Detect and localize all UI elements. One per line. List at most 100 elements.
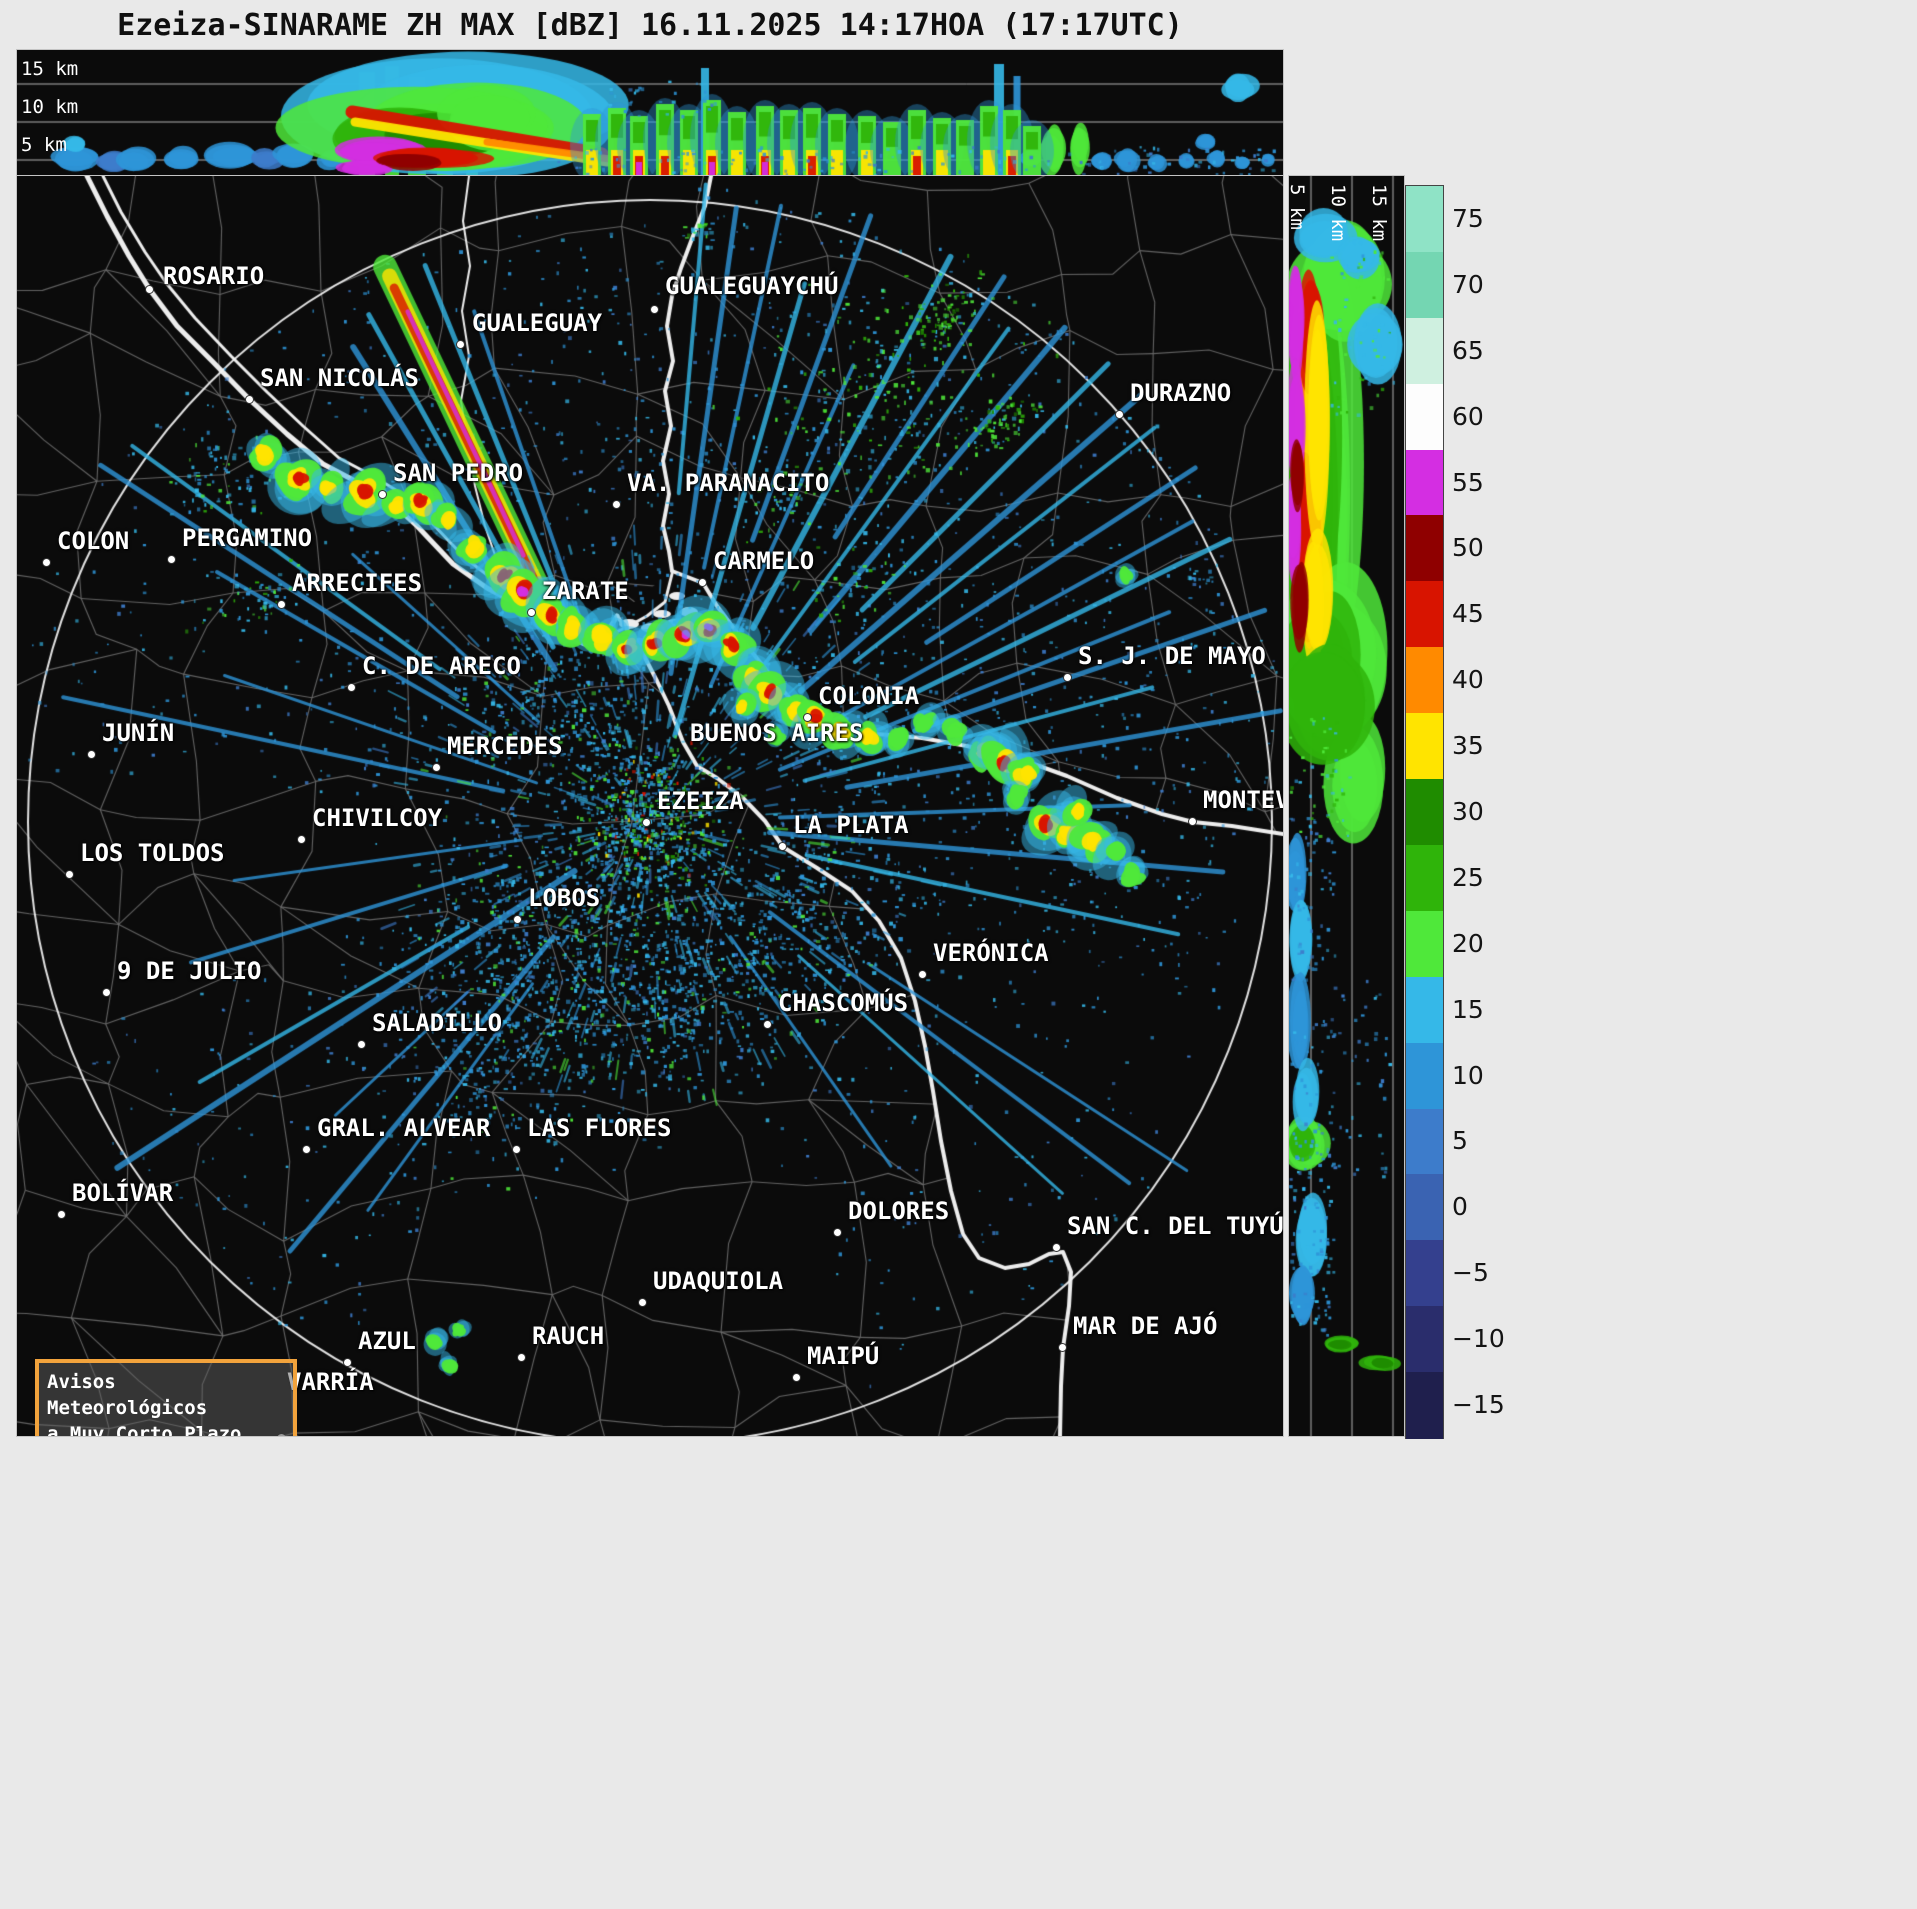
footer: Servicio Meteorológico Nacional Argentin…: [0, 1436, 1917, 1909]
colorbar-band: [1406, 910, 1443, 978]
city-label: GUALEGUAYCHÚ: [665, 272, 839, 300]
city-label: BUENOS AIRES: [690, 719, 864, 747]
city-dot: [650, 305, 659, 314]
altitude-label-vertical: 15 km: [1368, 184, 1390, 242]
city-dot: [432, 763, 441, 772]
city-dot: [65, 870, 74, 879]
colorbar-tick-label: −15: [1452, 1390, 1505, 1420]
colorbar-tick-label: 65: [1452, 335, 1484, 365]
city-dot: [347, 683, 356, 692]
city-dot: [1188, 817, 1197, 826]
colorbar-band: [1406, 383, 1443, 451]
colorbar-band: [1406, 1240, 1443, 1307]
warning-badge: Avisos Meteorológicos a Muy Corto Plazo: [35, 1359, 297, 1436]
city-dot: [512, 1145, 521, 1154]
city-label: EZEIZA: [657, 787, 744, 815]
city-label: ROSARIO: [163, 262, 265, 290]
page-title: Ezeiza-SINARAME ZH MAX [dBZ] 16.11.2025 …: [117, 8, 1183, 43]
city-label: MONTEV: [1203, 786, 1283, 814]
city-dot: [918, 970, 927, 979]
city-dot: [1058, 1343, 1067, 1352]
city-label: AZUL: [358, 1327, 416, 1355]
city-label: MAR DE AJÓ: [1073, 1312, 1218, 1340]
city-dot: [102, 988, 111, 997]
city-label: MERCEDES: [447, 732, 563, 760]
city-label: ARRECIFES: [292, 569, 423, 597]
city-dot: [1063, 673, 1072, 682]
city-label: SAN PEDRO: [393, 459, 524, 487]
colorbar-tick-label: 10: [1452, 1060, 1484, 1090]
ns-cross-section-panel: 5 km 10 km 15 km: [1289, 176, 1404, 1436]
colorbar-band: [1406, 1108, 1443, 1176]
city-dot: [792, 1373, 801, 1382]
city-dot: [513, 915, 522, 924]
city-dot: [778, 842, 787, 851]
city-dot: [167, 555, 176, 564]
colorbar-tick-label: 55: [1452, 467, 1484, 497]
altitude-label-vertical: 10 km: [1327, 184, 1349, 242]
colorbar-tick-label: 50: [1452, 533, 1484, 563]
city-label: VA. PARANACITO: [627, 469, 830, 497]
colorbar-band: [1406, 515, 1443, 583]
city-label: PERGAMINO: [182, 524, 313, 552]
city-label: COLONIA: [818, 682, 920, 710]
altitude-label-vertical: 5 km: [1289, 184, 1308, 230]
city-label: SAN C. DEL TUYÚ: [1067, 1212, 1283, 1240]
city-label: 9 DE JULIO: [117, 957, 262, 985]
colorbar-tick-label: 40: [1452, 665, 1484, 695]
colorbar: [1405, 185, 1444, 1439]
ew-cross-section-canvas: [17, 50, 1283, 176]
city-dot: [803, 713, 812, 722]
colorbar-tick-label: 25: [1452, 862, 1484, 892]
colorbar-tick-label: 45: [1452, 599, 1484, 629]
city-dot: [378, 490, 387, 499]
city-label: LOBOS: [528, 884, 601, 912]
city-label: DURAZNO: [1130, 379, 1232, 407]
city-label: COLON: [57, 527, 130, 555]
city-dot: [357, 1040, 366, 1049]
colorbar-band: [1406, 647, 1443, 714]
colorbar-band: [1406, 1174, 1443, 1241]
colorbar-band: [1406, 1372, 1443, 1439]
ew-cross-section-panel: 15 km 10 km 5 km: [17, 50, 1283, 176]
city-label: CHIVILCOY: [312, 804, 443, 832]
city-label: C. DE ARECO: [362, 652, 521, 680]
colorbar-tick-label: 70: [1452, 269, 1484, 299]
city-dot: [638, 1298, 647, 1307]
city-label: GUALEGUAY: [472, 309, 603, 337]
city-dot: [343, 1358, 352, 1367]
radar-map-canvas: [17, 176, 1283, 1436]
city-label: VARRÍA: [287, 1368, 374, 1396]
city-dot: [42, 558, 51, 567]
colorbar-band: [1406, 317, 1443, 385]
colorbar-band: [1406, 581, 1443, 648]
city-label: CHASCOMÚS: [778, 989, 909, 1017]
ns-cross-section-canvas: [1289, 176, 1404, 1436]
city-dot: [698, 578, 707, 587]
city-dot: [527, 608, 536, 617]
altitude-label-10km: 10 km: [21, 96, 79, 118]
city-label: JUNÍN: [102, 719, 175, 747]
colorbar-band: [1406, 976, 1443, 1044]
warning-dot-icon: [277, 1434, 286, 1436]
city-label: SALADILLO: [372, 1009, 503, 1037]
city-dot: [277, 600, 286, 609]
city-dot: [302, 1145, 311, 1154]
city-label: MAIPÚ: [807, 1342, 880, 1370]
colorbar-tick-label: 35: [1452, 731, 1484, 761]
colorbar-band: [1406, 779, 1443, 846]
city-label: UDAQUIOLA: [653, 1267, 784, 1295]
colorbar-band: [1406, 186, 1443, 253]
colorbar-tick-label: 75: [1452, 203, 1484, 233]
altitude-label-15km: 15 km: [21, 58, 79, 80]
colorbar-band: [1406, 713, 1443, 780]
city-label: GRAL. ALVEAR: [317, 1114, 491, 1142]
city-label: LA PLATA: [793, 811, 909, 839]
city-label: LOS TOLDOS: [80, 839, 225, 867]
city-dot: [145, 285, 154, 294]
colorbar-tick-label: 15: [1452, 994, 1484, 1024]
colorbar-tick-label: 20: [1452, 928, 1484, 958]
city-dot: [517, 1353, 526, 1362]
colorbar-tick-label: −10: [1452, 1324, 1505, 1354]
